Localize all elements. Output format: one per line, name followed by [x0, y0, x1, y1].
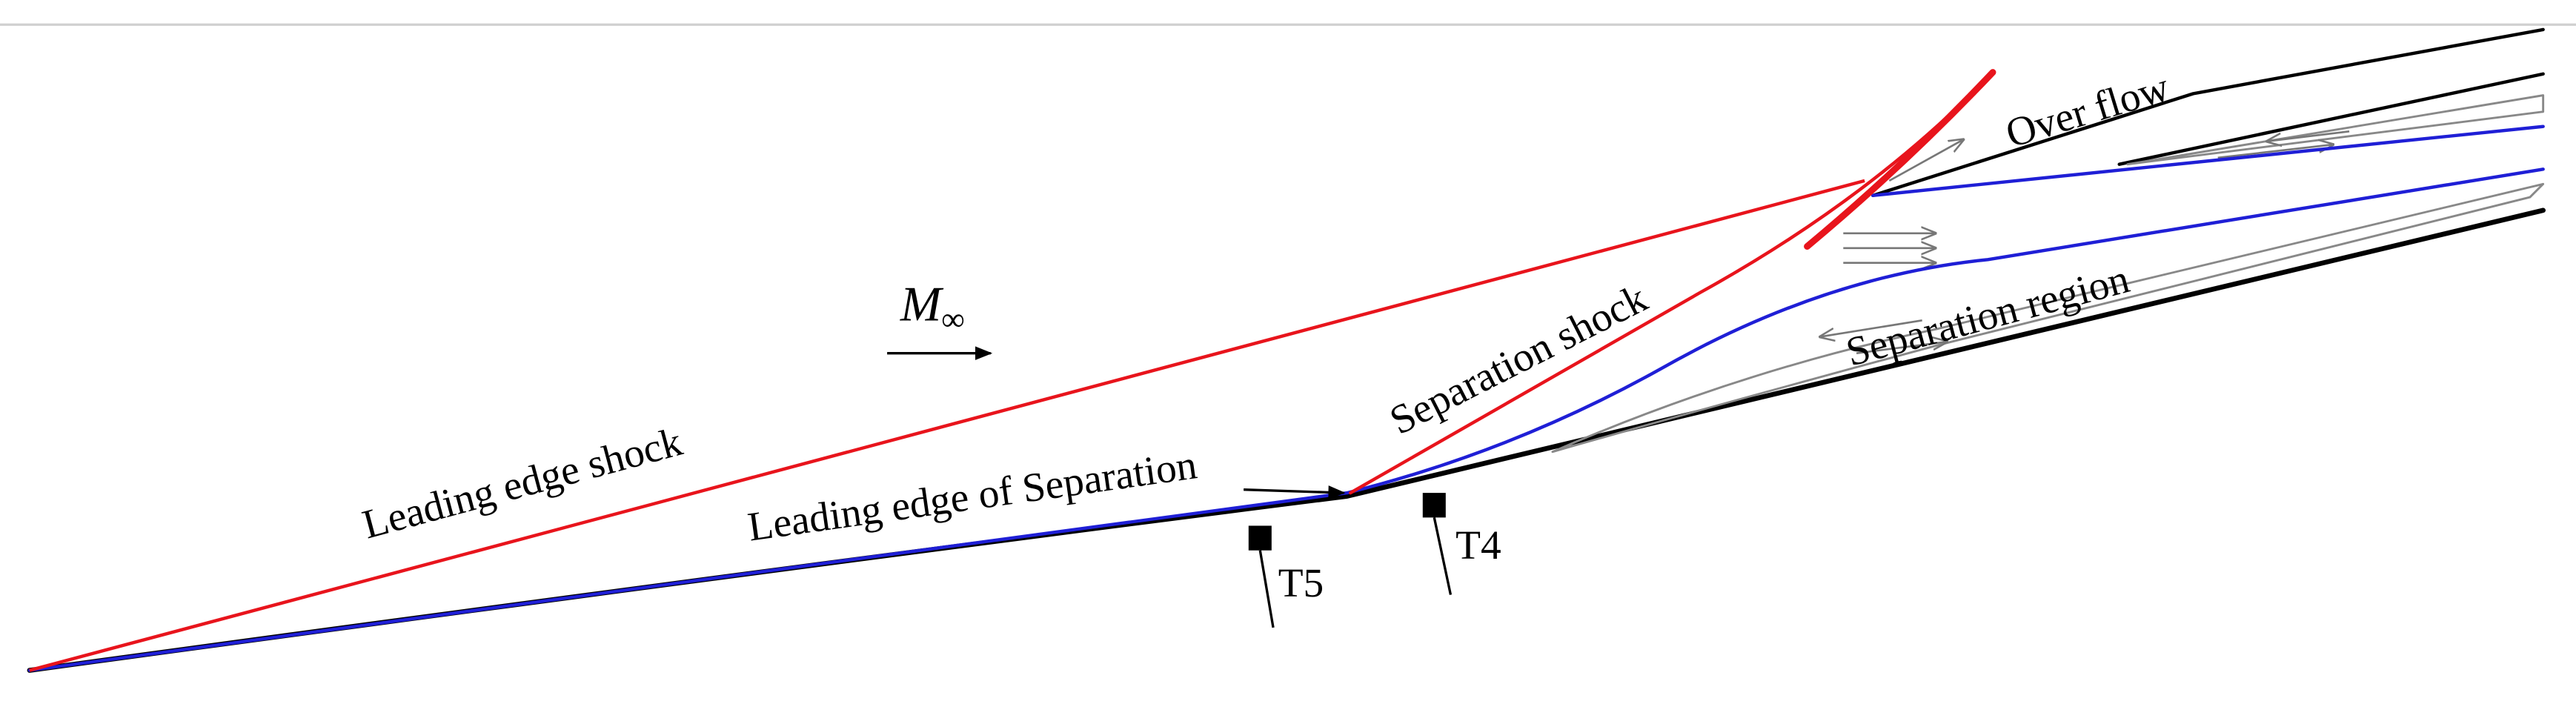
- label: Leading edge shock: [358, 419, 687, 548]
- sensor-label: T4: [1455, 522, 1501, 568]
- separation-shock-strong: [1804, 69, 1996, 250]
- mach-label: M∞: [900, 277, 965, 337]
- recirculation-arrow: [1820, 319, 1922, 336]
- recirculation-arrow: [1856, 342, 1947, 354]
- recirculation-arrow: [2217, 145, 2333, 159]
- recirculation-arrow: [2267, 130, 2350, 141]
- upper-streamline: [1870, 124, 2545, 198]
- label: Over flow: [2001, 64, 2174, 156]
- mach-symbol: M: [900, 277, 944, 331]
- sensor-lead: [1433, 517, 1453, 595]
- dividing-streamline: [27, 167, 2545, 672]
- inflow-arrows: [1843, 139, 1963, 262]
- separation-shock: [1349, 70, 1995, 495]
- label: Leading edge of Separation: [745, 442, 1199, 549]
- sensor-lead: [1258, 550, 1275, 628]
- label: Separation region: [1842, 256, 2134, 374]
- mach-subscript: ∞: [941, 301, 965, 338]
- cowl-lower: [2117, 72, 2545, 166]
- sensor-t5: [1248, 525, 1272, 551]
- leading-edge-shock: [29, 179, 1865, 672]
- sensor-label: T5: [1278, 560, 1324, 605]
- pointer-arrow: [1244, 485, 1346, 499]
- upper-bubble: [2126, 94, 2545, 166]
- cowl-upper: [1870, 27, 2545, 198]
- separation-bubble: [1551, 182, 2545, 454]
- sensor-t4: [1422, 493, 1446, 518]
